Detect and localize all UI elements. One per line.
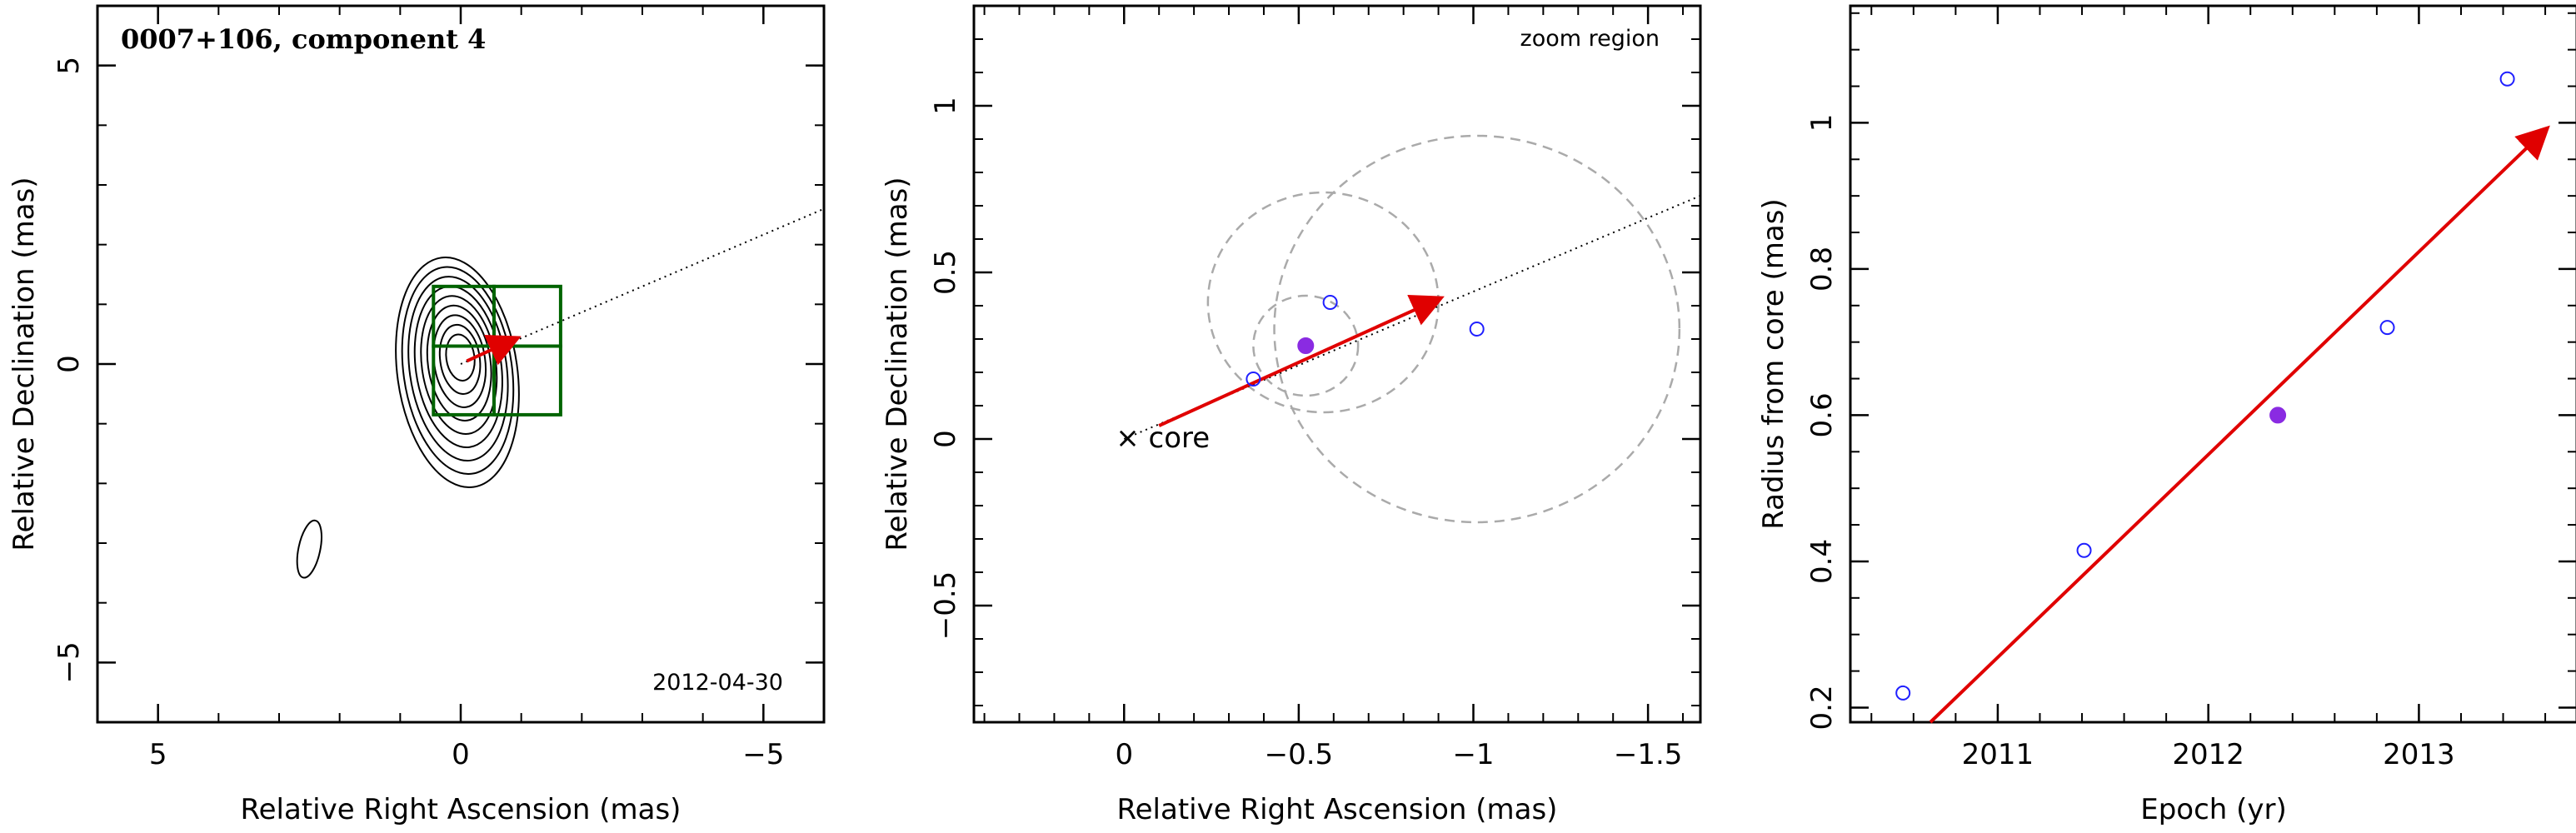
panel1-x-tick-label: 0: [452, 738, 470, 771]
panel3-x-tick-label: 2013: [2383, 738, 2455, 771]
data-point-open: [1469, 322, 1485, 337]
panel2-y-axis-title: Relative Declination (mas): [881, 177, 914, 551]
contour-level: [445, 333, 476, 382]
panel3-x-tick-label: 2012: [2172, 738, 2244, 771]
data-point-open: [1246, 372, 1261, 387]
panel2-y-tick-label: 0.5: [929, 250, 962, 295]
panel2-y-tick-label: −0.5: [929, 571, 962, 641]
secondary-contour: [296, 519, 322, 579]
panel2-x-tick-label: 0: [1115, 738, 1133, 771]
panel3-y-tick-label: 1: [1805, 114, 1839, 132]
data-point-open: [2499, 71, 2515, 87]
panel3-x-tick-label: 2011: [1962, 738, 2034, 771]
panel1-y-tick-label: −5: [52, 641, 86, 683]
panel2-ticks: 0 −0.5 −1 −1.5 −0.5 0 0.5 1: [929, 5, 1700, 771]
panel1-title: 0007+106, component 4: [121, 23, 486, 55]
panel3-frame: [1849, 4, 2576, 724]
panel1-ticks: 5 0 −5 5 0 −5: [52, 5, 825, 771]
zoom-box: [492, 344, 562, 416]
panel1-x-tick-label: 5: [149, 738, 167, 771]
panel3-y-tick-label: 0.2: [1805, 685, 1839, 730]
panel2-plot-content: × core: [1116, 134, 1701, 524]
panel2-y-tick-label: 1: [929, 97, 962, 115]
panel2-x-tick-label: −1.5: [1614, 738, 1683, 771]
data-point-open: [2076, 542, 2092, 558]
panel1-x-tick-label: −5: [742, 738, 784, 771]
core-label: × core: [1116, 421, 1210, 455]
panel3-y-tick-label: 0.8: [1805, 247, 1839, 292]
panel2-y-tick-label: 0: [929, 430, 962, 448]
data-point-open: [1895, 685, 1911, 701]
data-point-filled: [1297, 337, 1315, 354]
uncertainty-circle: [1252, 294, 1360, 397]
panel2-frame: [972, 4, 1702, 724]
panel3-ticks: 2011 2012 2013 0.2 0.4 0.6 0.8 1: [1805, 6, 2576, 771]
panel1-date-label: 2012-04-30: [652, 670, 783, 696]
panel2-x-tick-label: −1: [1452, 738, 1494, 771]
panel3-y-tick-label: 0.4: [1805, 539, 1839, 584]
data-point-open: [2379, 320, 2395, 336]
uncertainty-circle: [1273, 134, 1681, 524]
fit-line-arrow: [1929, 125, 2550, 724]
panel1-y-tick-label: 0: [52, 355, 86, 373]
panel3-x-axis-title: Epoch (yr): [2140, 793, 2287, 826]
data-point-open: [1322, 295, 1338, 310]
panel3-y-axis-title: Radius from core (mas): [1757, 198, 1790, 529]
panel2-title: zoom region: [1520, 26, 1660, 52]
panel3-plot-content: [1895, 71, 2550, 724]
data-point-filled: [2269, 407, 2287, 424]
panel2-x-axis-title: Relative Right Ascension (mas): [1117, 793, 1558, 826]
panel-radius-vs-epoch: 2011 2012 2013 0.2 0.4 0.6 0.8 1 Epoch (yr) Rad…: [1757, 4, 2576, 826]
panel-contour-map: 5 0 −5 5 0 −5 0007+106, component 4 2012-04-3…: [7, 4, 826, 826]
panel1-y-axis-title: Relative Declination (mas): [7, 177, 41, 551]
panel1-y-tick-label: 5: [52, 57, 86, 75]
panel1-plot-content: [296, 207, 825, 579]
panel3-y-tick-label: 0.6: [1805, 392, 1839, 437]
panel1-x-axis-title: Relative Right Ascension (mas): [241, 793, 681, 826]
velocity-vector-arrow: [466, 334, 522, 366]
velocity-vector-arrow: [1158, 294, 1445, 427]
panel-zoom-region: 0 −0.5 −1 −1.5−0.500.51 × core zoom region …: [881, 4, 1702, 826]
panel2-x-tick-label: −0.5: [1265, 738, 1334, 771]
